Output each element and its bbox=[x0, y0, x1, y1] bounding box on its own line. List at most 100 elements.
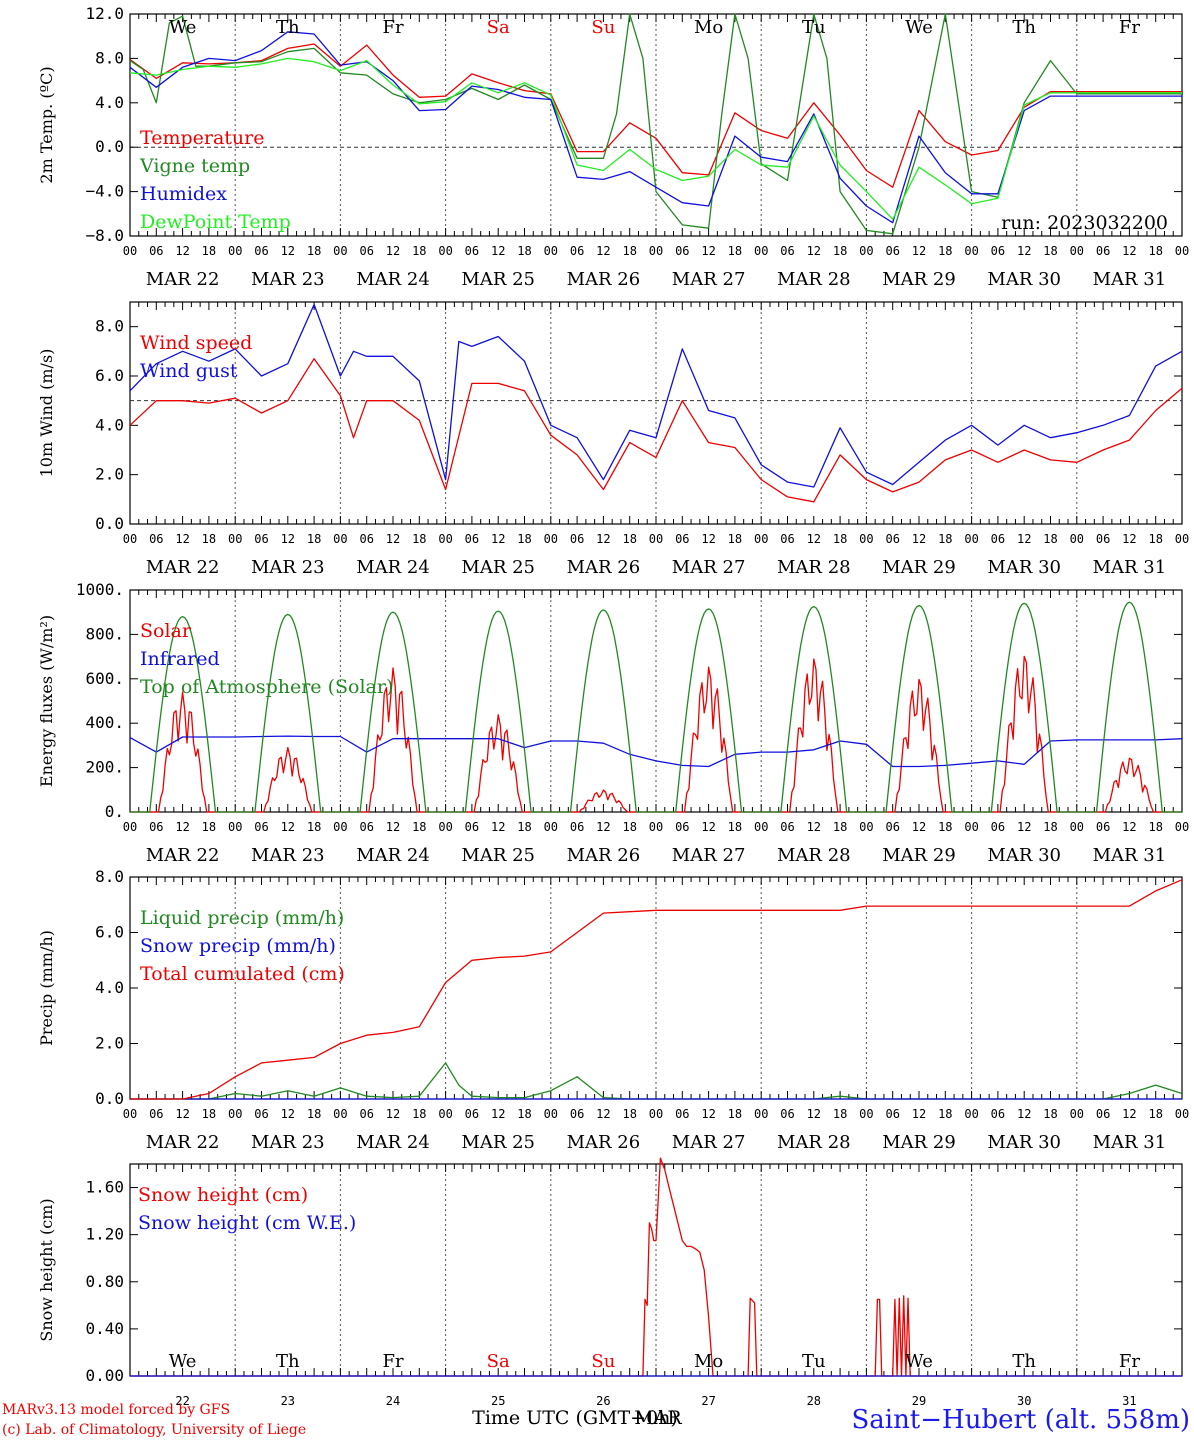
energy-hour-label: 06 bbox=[1096, 820, 1110, 834]
temperature-hour-label: 00 bbox=[754, 244, 768, 258]
wind-date-label: MAR 27 bbox=[672, 557, 746, 578]
temperature-date-label: MAR 31 bbox=[1093, 269, 1167, 290]
wind-hour-label: 06 bbox=[149, 532, 163, 546]
snow-y-tick-label: 1.60 bbox=[85, 1178, 124, 1197]
wind-y-tick-label: 0.0 bbox=[95, 514, 124, 533]
weekday-label: We bbox=[905, 1351, 933, 1372]
temperature-hour-label: 18 bbox=[1148, 244, 1162, 258]
temperature-date-label: MAR 27 bbox=[672, 269, 746, 290]
energy-y-tick-label: 800. bbox=[85, 624, 124, 643]
temperature-y-tick-label: 4.0 bbox=[95, 93, 124, 112]
wind-hour-label: 06 bbox=[885, 532, 899, 546]
temperature-hour-label: 12 bbox=[175, 244, 189, 258]
wind-hour-label: 00 bbox=[123, 532, 137, 546]
precip-hour-label: 12 bbox=[386, 1107, 400, 1121]
precip-hour-label: 06 bbox=[780, 1107, 794, 1121]
temperature-hour-label: 00 bbox=[228, 244, 242, 258]
wind-series-wind-speed bbox=[129, 358, 1183, 503]
precip-date-label: MAR 31 bbox=[1093, 1132, 1167, 1153]
energy-y-tick-label: 0. bbox=[105, 802, 124, 821]
precip-hour-label: 12 bbox=[281, 1107, 295, 1121]
snow-day-number: 25 bbox=[491, 1394, 505, 1408]
temperature-hour-label: 12 bbox=[912, 244, 926, 258]
energy-hour-label: 00 bbox=[333, 820, 347, 834]
precip-hour-label: 18 bbox=[1148, 1107, 1162, 1121]
precip-hour-label: 18 bbox=[728, 1107, 742, 1121]
energy-hour-label: 18 bbox=[412, 820, 426, 834]
temperature-hour-label: 12 bbox=[807, 244, 821, 258]
precip-y-tick-label: 8.0 bbox=[95, 867, 124, 886]
energy-date-label: MAR 29 bbox=[882, 845, 956, 866]
weekday-label: Th bbox=[1012, 17, 1036, 38]
wind-hour-label: 12 bbox=[386, 532, 400, 546]
temperature-hour-label: 12 bbox=[491, 244, 505, 258]
wind-hour-label: 00 bbox=[754, 532, 768, 546]
energy-hour-label: 18 bbox=[833, 820, 847, 834]
temperature-hour-label: 12 bbox=[386, 244, 400, 258]
precip-date-label: MAR 24 bbox=[356, 1132, 430, 1153]
energy-hour-label: 06 bbox=[254, 820, 268, 834]
wind-date-label: MAR 24 bbox=[356, 557, 430, 578]
weekday-label: Sa bbox=[487, 17, 510, 38]
energy-hour-label: 18 bbox=[1043, 820, 1057, 834]
precip-date-label: MAR 27 bbox=[672, 1132, 746, 1153]
snow-legend-entry: Snow height (cm) bbox=[138, 1184, 308, 1206]
snow-y-tick-label: 0.00 bbox=[85, 1366, 124, 1385]
energy-date-label: MAR 31 bbox=[1093, 845, 1167, 866]
precip-hour-label: 18 bbox=[1043, 1107, 1057, 1121]
precip-hour-label: 00 bbox=[438, 1107, 452, 1121]
energy-hour-label: 00 bbox=[438, 820, 452, 834]
precip-hour-label: 00 bbox=[859, 1107, 873, 1121]
temperature-date-label: MAR 24 bbox=[356, 269, 430, 290]
temperature-hour-label: 18 bbox=[412, 244, 426, 258]
precip-hour-label: 12 bbox=[491, 1107, 505, 1121]
energy-hour-label: 18 bbox=[517, 820, 531, 834]
temperature-series-temperature bbox=[129, 43, 1182, 188]
precip-hour-label: 00 bbox=[333, 1107, 347, 1121]
wind-y-tick-label: 8.0 bbox=[95, 317, 124, 336]
precip-hour-label: 06 bbox=[465, 1107, 479, 1121]
temperature-hour-label: 00 bbox=[333, 244, 347, 258]
temperature-hour-label: 00 bbox=[859, 244, 873, 258]
energy-hour-label: 12 bbox=[281, 820, 295, 834]
precip-y-tick-label: 6.0 bbox=[95, 923, 124, 942]
snow-day-number: 28 bbox=[807, 1394, 821, 1408]
temperature-y-axis-label: 2m Temp. (ºC) bbox=[37, 66, 56, 183]
energy-hour-label: 00 bbox=[544, 820, 558, 834]
energy-hour-label: 06 bbox=[465, 820, 479, 834]
precip-hour-label: 18 bbox=[517, 1107, 531, 1121]
wind-hour-label: 18 bbox=[1043, 532, 1057, 546]
precip-hour-label: 12 bbox=[596, 1107, 610, 1121]
wind-hour-label: 06 bbox=[570, 532, 584, 546]
precip-hour-label: 18 bbox=[622, 1107, 636, 1121]
precip-date-label: MAR 22 bbox=[146, 1132, 220, 1153]
wind-date-label: MAR 30 bbox=[987, 557, 1061, 578]
temperature-hour-label: 00 bbox=[1175, 244, 1189, 258]
temperature-hour-label: 12 bbox=[281, 244, 295, 258]
snow-day-number: 27 bbox=[701, 1394, 715, 1408]
temperature-hour-label: 06 bbox=[780, 244, 794, 258]
energy-y-tick-label: 1000. bbox=[76, 580, 124, 599]
weekday-label: We bbox=[169, 1351, 197, 1372]
wind-hour-label: 06 bbox=[1096, 532, 1110, 546]
temperature-y-tick-label: 12.0 bbox=[85, 4, 124, 23]
wind-hour-label: 12 bbox=[912, 532, 926, 546]
precip-hour-label: 18 bbox=[938, 1107, 952, 1121]
energy-hour-label: 00 bbox=[964, 820, 978, 834]
wind-hour-label: 00 bbox=[1070, 532, 1084, 546]
precip-y-tick-label: 0.0 bbox=[95, 1089, 124, 1108]
temperature-hour-label: 06 bbox=[991, 244, 1005, 258]
precip-hour-label: 12 bbox=[1122, 1107, 1136, 1121]
energy-date-label: MAR 27 bbox=[672, 845, 746, 866]
precip-hour-label: 00 bbox=[544, 1107, 558, 1121]
wind-hour-label: 12 bbox=[175, 532, 189, 546]
snow-y-tick-label: 0.80 bbox=[85, 1272, 124, 1291]
temperature-date-label: MAR 26 bbox=[567, 269, 641, 290]
wind-date-label: MAR 25 bbox=[461, 557, 535, 578]
wind-date-label: MAR 26 bbox=[567, 557, 641, 578]
wind-hour-label: 00 bbox=[1175, 532, 1189, 546]
weekday-label: Tu bbox=[802, 17, 826, 38]
precip-hour-label: 12 bbox=[912, 1107, 926, 1121]
wind-hour-label: 18 bbox=[728, 532, 742, 546]
temperature-hour-label: 18 bbox=[938, 244, 952, 258]
